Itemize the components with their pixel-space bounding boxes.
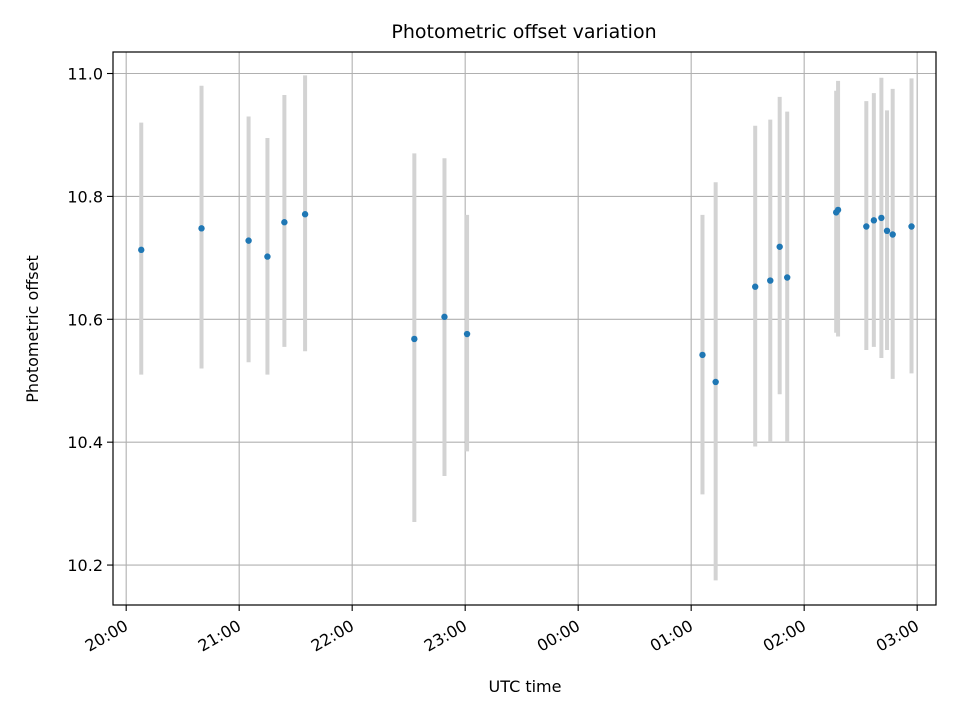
data-point [863,223,870,230]
data-point [776,243,783,250]
y-tick-label: 11.0 [67,65,103,84]
data-point [834,206,842,214]
y-axis-label: Photometric offset [23,255,42,403]
data-point [463,330,471,338]
y-tick-label: 10.2 [67,556,103,575]
data-point [870,217,878,224]
y-tick-label: 10.6 [67,310,103,329]
data-point [883,227,891,235]
data-point [198,225,205,232]
point-layer [138,206,915,386]
data-point [752,283,759,290]
data-point [411,335,418,343]
y-tick-label: 10.8 [67,187,103,206]
data-point [699,351,706,359]
data-point [908,223,915,230]
data-point [301,211,309,218]
y-tick-label: 10.4 [67,433,103,452]
data-point [281,219,288,226]
chart-title: Photometric offset variation [391,21,656,43]
data-point [767,277,774,284]
data-point [889,231,896,238]
data-point [712,378,719,386]
x-axis-label: UTC time [489,677,562,696]
data-point [264,253,271,260]
data-point [245,237,252,244]
data-point [878,214,885,222]
data-point [138,246,145,254]
data-point [441,313,448,321]
data-point [784,274,791,281]
plot-frame [112,51,937,606]
